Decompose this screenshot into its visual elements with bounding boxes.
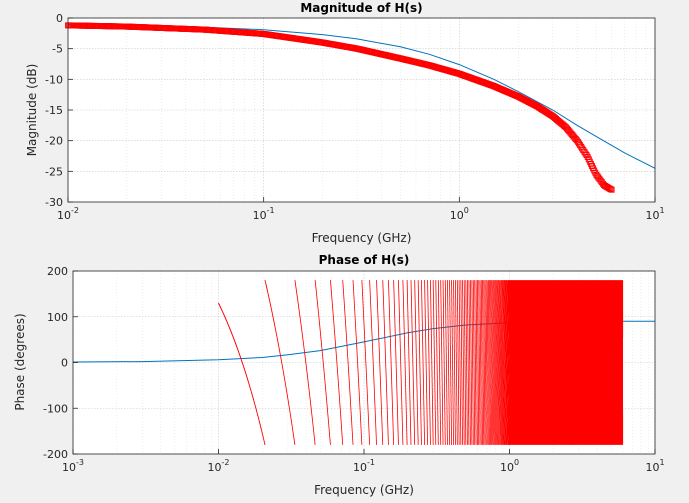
- phase-x-tick-label: 10-2: [208, 458, 230, 474]
- magnitude-series-line: [67, 24, 656, 169]
- magnitude-y-tick-labels: 0 -5 -10 -15 -20 -25 -30: [45, 12, 63, 209]
- phase-x-tick-label: 10-3: [62, 458, 84, 474]
- magnitude-y-tick-label: -10: [45, 73, 63, 86]
- magnitude-x-tick-label: 10-2: [57, 206, 79, 222]
- magnitude-x-tick-label: 101: [645, 206, 664, 222]
- phase-y-tick-label: -200: [43, 448, 68, 461]
- magnitude-y-tick-label: -25: [45, 165, 63, 178]
- phase-x-tick-label: 100: [500, 458, 519, 474]
- magnitude-x-axis-label: Frequency (GHz): [312, 231, 412, 245]
- magnitude-x-tick-labels: 10-2 10-1 100 101: [57, 206, 665, 222]
- magnitude-x-tick-label: 100: [450, 206, 469, 222]
- phase-y-tick-labels: 200 100 0 -100 -200: [43, 265, 68, 461]
- phase-ticks: [72, 270, 656, 455]
- magnitude-title: Magnitude of H(s): [300, 1, 422, 15]
- phase-y-tick-label: 200: [47, 265, 68, 278]
- phase-axes[interactable]: 10-3 10-2 10-1 100 101 200 100 0 -100 -200 Phase…: [13, 253, 665, 497]
- magnitude-axes[interactable]: 10-2 10-1 100 101 0 -5 -10 -15 -20 -25 -30 Magnit…: [25, 1, 665, 245]
- phase-x-tick-label: 10-1: [353, 458, 375, 474]
- phase-y-tick-label: -100: [43, 402, 68, 415]
- magnitude-series-marker: [607, 186, 614, 193]
- phase-y-tick-label: 100: [47, 311, 68, 324]
- phase-x-tick-label: 101: [645, 458, 664, 474]
- magnitude-y-tick-label: -5: [52, 43, 63, 56]
- phase-title: Phase of H(s): [319, 253, 410, 267]
- magnitude-y-axis-label: Magnitude (dB): [25, 64, 39, 157]
- phase-series: [72, 279, 655, 446]
- phase-y-tick-label: 0: [61, 357, 68, 370]
- magnitude-x-tick-label: 10-1: [253, 206, 275, 222]
- magnitude-y-tick-label: -15: [45, 104, 63, 117]
- magnitude-series: [65, 22, 656, 193]
- magnitude-y-tick-label: -30: [45, 196, 63, 209]
- magnitude-ticks: [67, 17, 656, 203]
- magnitude-y-tick-label: 0: [56, 12, 63, 25]
- phase-x-tick-labels: 10-3 10-2 10-1 100 101: [62, 458, 665, 474]
- magnitude-series-marker: [608, 186, 615, 193]
- magnitude-y-tick-label: -20: [45, 135, 63, 148]
- phase-x-axis-label: Frequency (GHz): [314, 483, 414, 497]
- phase-y-axis-label: Phase (degrees): [13, 313, 27, 410]
- magnitude-series-markers: [65, 22, 615, 193]
- phase-series-wrapped-phase: [218, 279, 624, 446]
